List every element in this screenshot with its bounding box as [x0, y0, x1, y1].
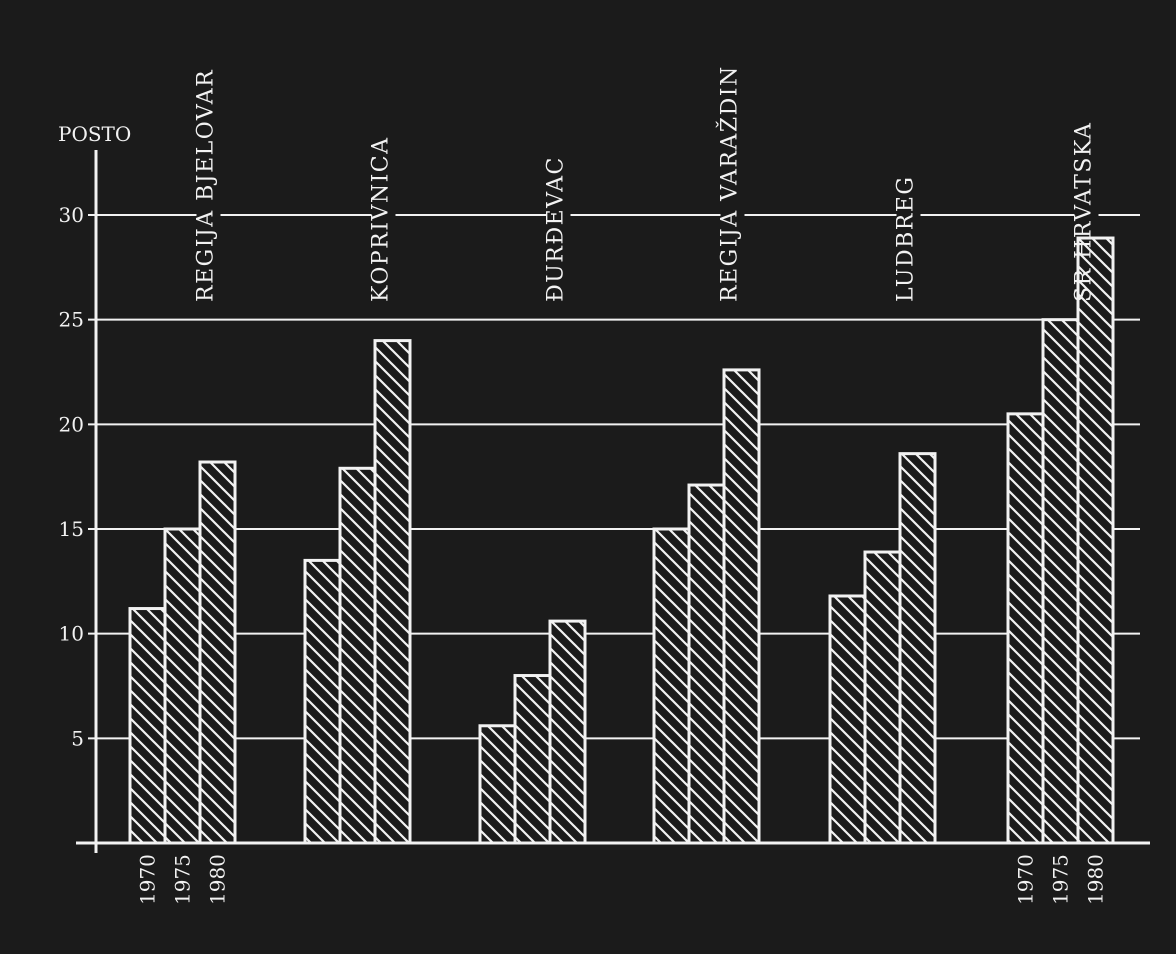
label-gap-5: [1074, 209, 1099, 221]
bar-3-1970: [652, 527, 691, 845]
bar-3-1980: [722, 368, 761, 845]
group-label-4: LUDBREG: [894, 176, 919, 302]
bar-2-1980: [548, 619, 587, 845]
label-gap-3: [720, 209, 745, 221]
y-tick-label-15: 15: [59, 517, 84, 541]
bar-5-1970: [1006, 412, 1045, 845]
bar-0-1970: [128, 607, 167, 845]
bar-5-1975: [1041, 318, 1080, 845]
bar-0-1975: [163, 527, 202, 845]
year-label-5-1980: 1980: [1084, 854, 1108, 905]
axes: [76, 150, 1150, 853]
group-label-0: REGIJA BJELOVAR: [194, 69, 219, 302]
y-tick-label-30: 30: [59, 203, 84, 227]
y-tick-label-25: 25: [59, 308, 84, 332]
year-label-5-1975: 1975: [1049, 854, 1073, 905]
year-label-5-1970: 1970: [1014, 854, 1038, 905]
bar-2-1970: [478, 724, 517, 845]
year-label-0-1980: 1980: [206, 854, 230, 905]
bar-1-1980: [373, 339, 412, 845]
bar-0-1980: [198, 460, 237, 845]
group-label-2: ĐURĐEVAC: [544, 156, 569, 302]
bar-3-1975: [687, 483, 726, 845]
y-tick-label-20: 20: [59, 412, 84, 436]
bar-1-1975: [338, 466, 377, 845]
label-gap-1: [371, 209, 396, 221]
label-gap-0: [196, 209, 221, 221]
y-axis-title: POSTO: [58, 122, 131, 146]
year-label-0-1970: 1970: [136, 854, 160, 905]
label-gap-2: [546, 209, 571, 221]
y-tick-label-5: 5: [71, 726, 84, 750]
bar-4-1975: [863, 550, 902, 845]
bar-4-1980: [898, 452, 937, 845]
bars: [128, 236, 1115, 845]
group-label-5: SR HRVATSKA: [1072, 122, 1097, 302]
bar-1-1970: [303, 558, 342, 845]
bar-5-1980: [1076, 236, 1115, 845]
bar-4-1970: [828, 594, 867, 845]
year-label-0-1975: 1975: [171, 854, 195, 905]
label-gap-4: [896, 209, 921, 221]
group-label-1: KOPRIVNICA: [369, 137, 394, 303]
labels: 5 10 15 20 25 30 REGIJA BJELOVAR 1970 1975 1980 KO…: [59, 65, 1108, 905]
bar-2-1975: [513, 674, 552, 845]
y-tick-label-10: 10: [59, 622, 84, 646]
gridlines: [88, 214, 1140, 740]
group-label-3: REGIJA VARAŽDIN: [716, 65, 743, 302]
